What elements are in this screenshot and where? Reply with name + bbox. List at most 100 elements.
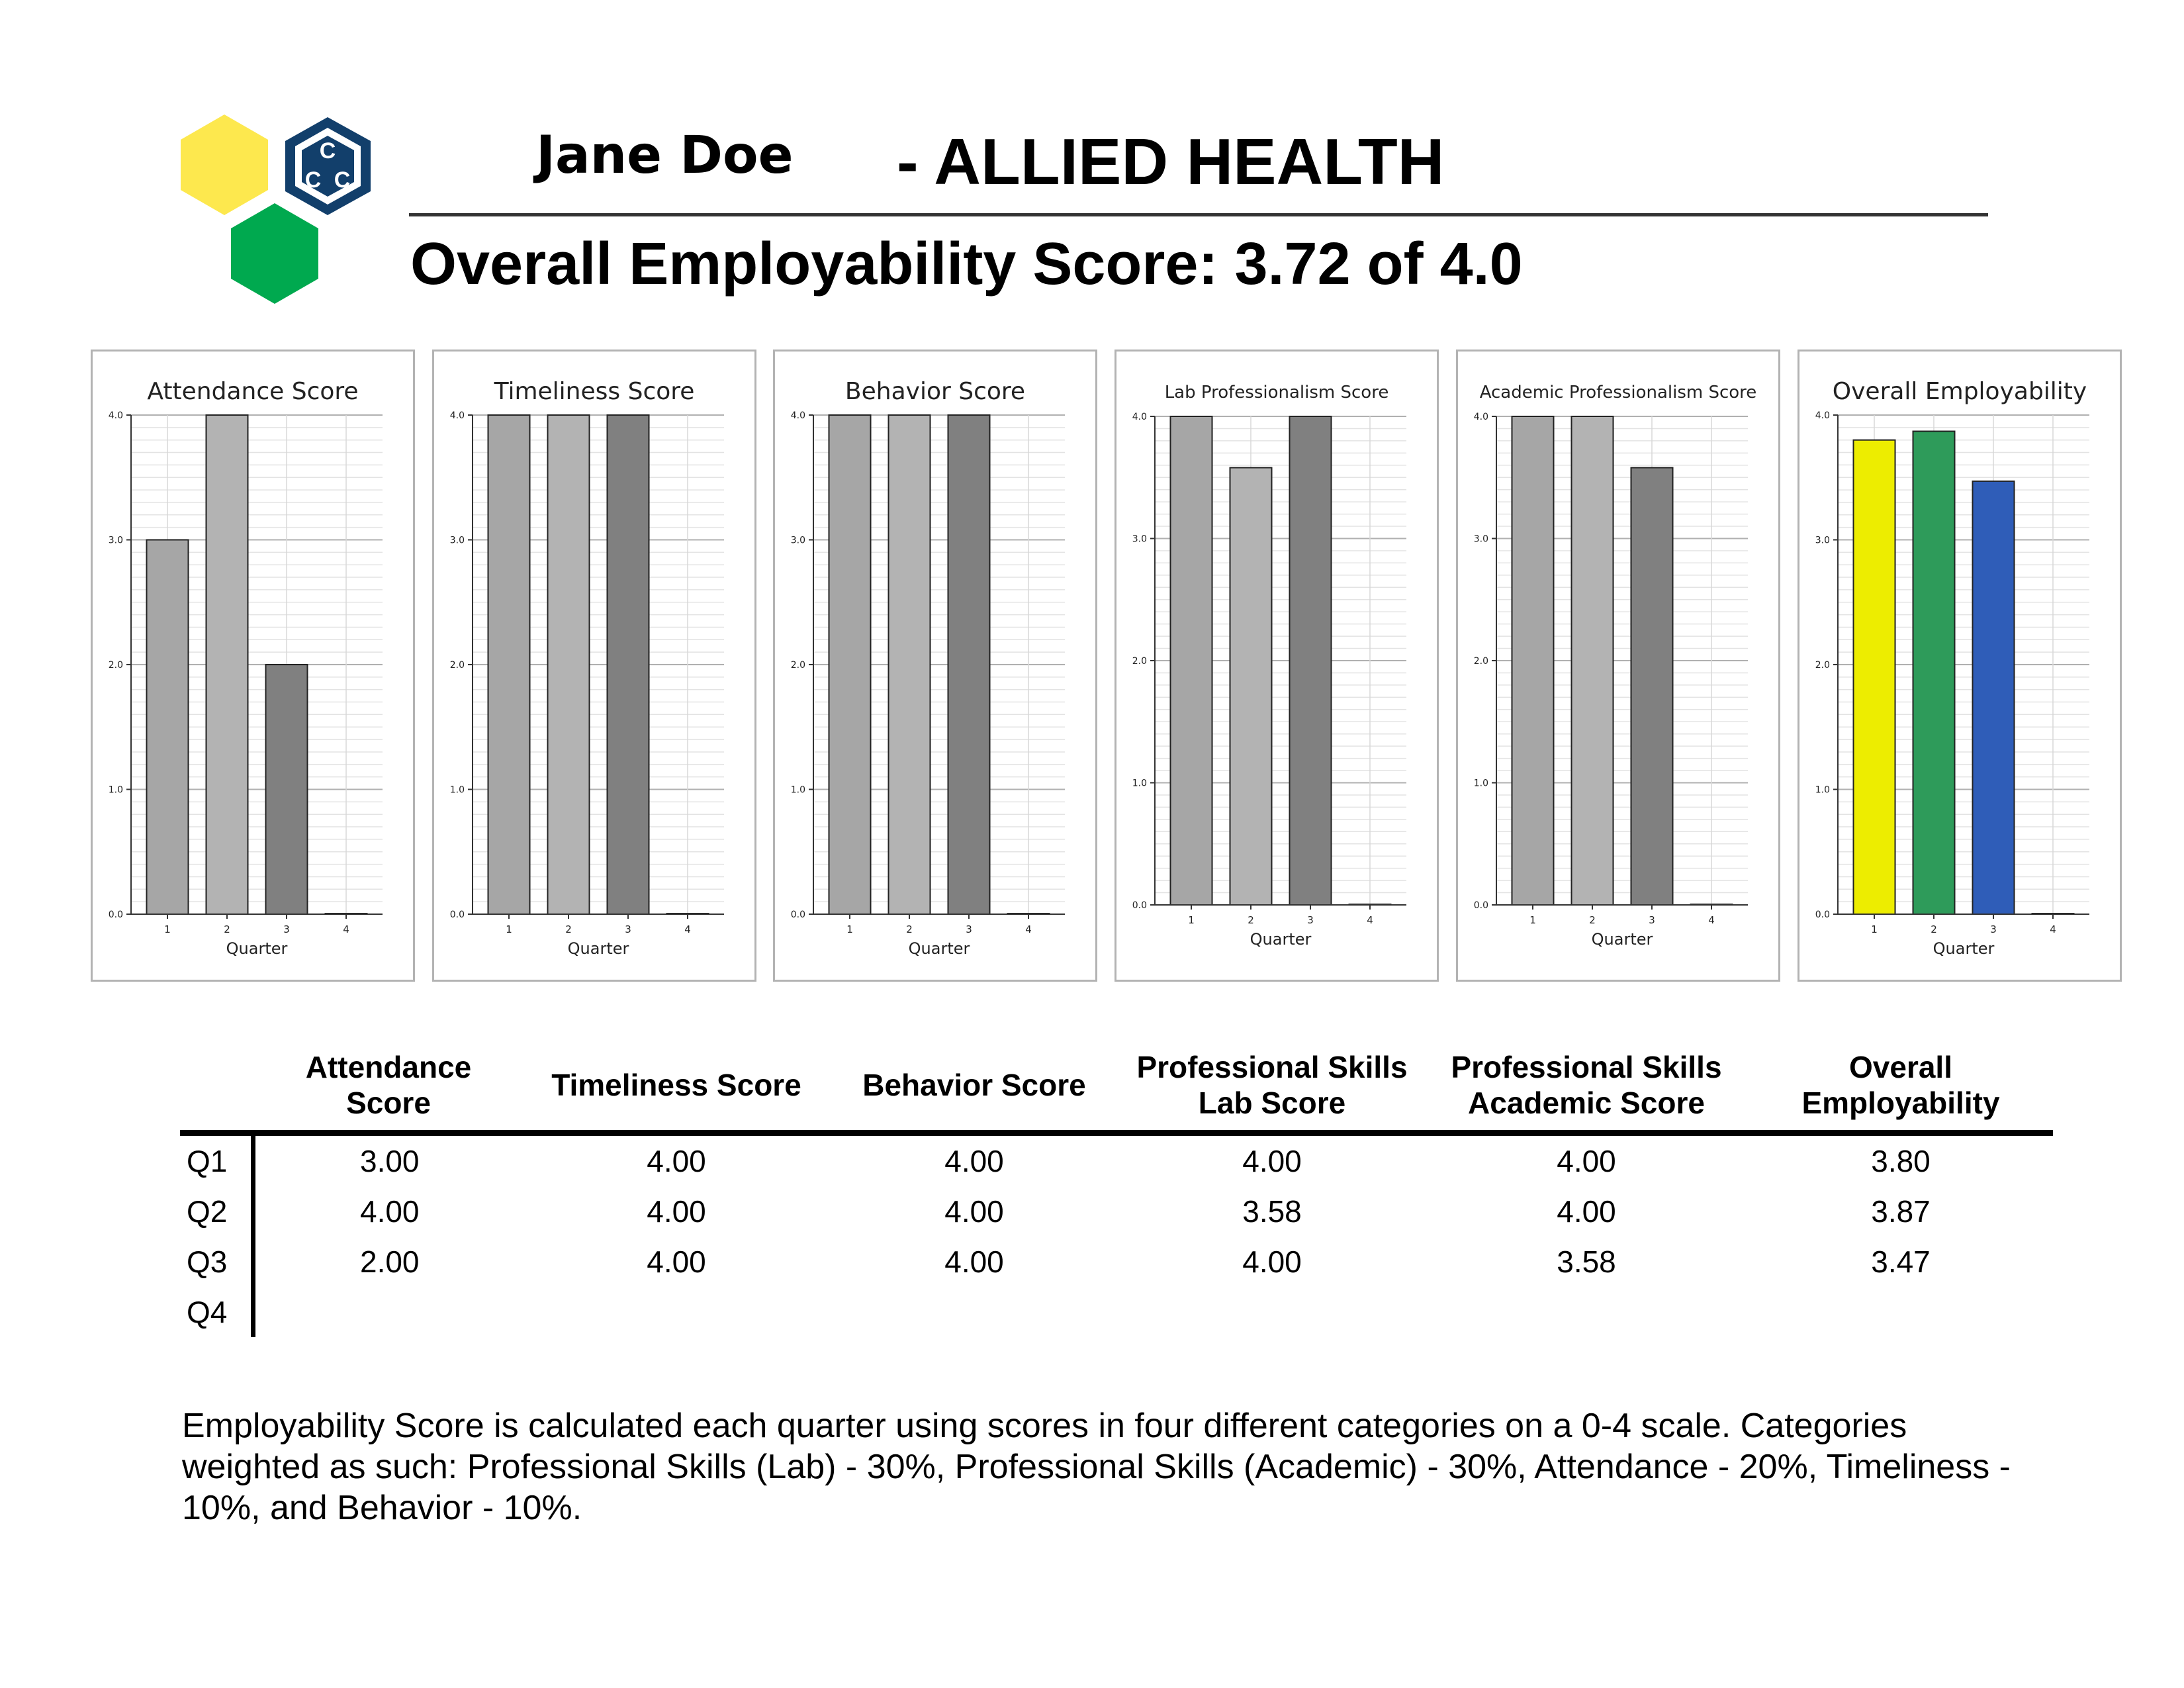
x-tick-label: 1 [506,923,512,935]
table-cell: 4.00 [1242,1244,1302,1279]
table-cell: 4.00 [944,1194,1004,1229]
chart-title: Academic Professionalism Score [1480,383,1757,402]
table-cell: 3.00 [359,1144,420,1178]
x-tick-label: 2 [1589,914,1596,926]
bar-chart: Overall Employability 1 2 3 4 0.0 1.0 2.0 3.0 4.0… [1815,378,2089,958]
x-tick-label: 1 [1529,914,1536,926]
y-tick-label: 2.0 [1474,656,1488,667]
table-header-overall: Overall Employability [1749,1049,2053,1136]
table-cell: 4.00 [647,1244,706,1279]
y-tick-label: 2.0 [450,660,465,671]
svg-text:C: C [320,138,336,164]
table-header-lab: Professional Skills Lab Score [1120,1049,1424,1136]
y-tick-label: 0.0 [1474,900,1488,911]
y-tick-label: 4.0 [1132,412,1147,422]
table-row: Q2 4.00 4.00 4.00 3.58 4.00 3.87 [180,1186,2053,1237]
table-cell [253,1287,524,1337]
table-cell: 4.00 [647,1194,706,1229]
bar [947,414,991,915]
ccc-hexagon-logo-icon: C C C [181,115,371,304]
table-cell: 3.58 [1557,1244,1616,1279]
y-tick-label: 3.0 [109,536,123,546]
x-tick-label: 4 [1367,914,1373,926]
x-tick-label: 2 [906,923,913,935]
table-cell [1120,1287,1424,1337]
bar [1570,416,1614,906]
program-title: - ALLIED HEALTH [897,125,1445,198]
bar [1852,439,1896,915]
chart-panel: Overall Employability 1 2 3 4 0.0 1.0 2.0 3.0 4.0… [1797,350,2122,982]
y-tick-label: 0.0 [1815,910,1830,920]
table-cell [1424,1287,1749,1337]
quarter-label: Q4 [180,1287,255,1337]
y-tick-label: 2.0 [1815,660,1830,671]
bar [146,539,189,915]
student-name: Jane Doe [536,126,794,185]
bar-chart: Academic Professionalism Score 1 2 3 4 0.0 1.0… [1474,383,1757,949]
bar [606,414,650,915]
table-cell: 4.00 [1557,1194,1616,1229]
svg-text:C: C [334,167,351,193]
y-tick-label: 2.0 [109,660,123,671]
y-tick-label: 4.0 [1815,410,1830,421]
quarter-label: Q2 [180,1186,255,1237]
overall-score-title: Overall Employability Score: 3.72 of 4.0 [410,231,1523,297]
bar [1169,416,1213,906]
y-tick-label: 1.0 [450,785,465,796]
chart-title: Attendance Score [147,378,358,405]
table-cell: 4.00 [359,1194,420,1229]
chart-panel: Attendance Score 1 2 3 4 0.0 1.0 2.0 3.0 4.0 Quart… [91,350,415,982]
x-axis-label: Quarter [1250,930,1312,949]
title-divider [409,213,1988,216]
bar-chart: Behavior Score 1 2 3 4 0.0 1.0 2.0 3.0 4.0 Quarter [791,378,1065,958]
chart-panel: Lab Professionalism Score 1 2 3 4 0.0 1.0 2.0 3.… [1115,350,1439,982]
x-tick-label: 2 [224,923,230,935]
chart-panel: Behavior Score 1 2 3 4 0.0 1.0 2.0 3.0 4.0 Quarter [773,350,1097,982]
x-tick-label: 2 [1248,914,1254,926]
table-cell: 4.00 [1242,1144,1302,1178]
x-tick-label: 4 [2050,923,2056,935]
y-tick-label: 1.0 [791,785,805,796]
bar-chart: Timeliness Score 1 2 3 4 0.0 1.0 2.0 3.0 4.0 Quart… [450,378,724,958]
bar-chart: Lab Professionalism Score 1 2 3 4 0.0 1.0 2.0 3.… [1132,383,1406,949]
x-tick-label: 3 [966,923,972,935]
x-tick-label: 4 [1025,923,1032,935]
x-tick-label: 4 [684,923,691,935]
table-cell [829,1287,1120,1337]
table-cell: 3.87 [1871,1194,1931,1229]
table-header-behavior: Behavior Score [829,1049,1120,1136]
x-tick-label: 4 [1708,914,1715,926]
chart-title: Lab Professionalism Score [1165,383,1389,402]
x-tick-label: 3 [1990,923,1997,935]
y-tick-label: 0.0 [109,910,123,920]
x-tick-label: 3 [1307,914,1314,926]
x-tick-label: 3 [1649,914,1655,926]
table-cell: 2.00 [359,1244,420,1279]
table-header-academic: Professional Skills Academic Score [1424,1049,1749,1136]
table-cell: 4.00 [944,1244,1004,1279]
y-tick-label: 3.0 [450,536,465,546]
table-row: Q3 2.00 4.00 4.00 4.00 3.58 3.47 [180,1237,2053,1287]
y-tick-label: 3.0 [1132,534,1147,545]
y-tick-label: 0.0 [1132,900,1147,911]
x-tick-label: 1 [1188,914,1195,926]
x-axis-label: Quarter [226,939,288,958]
y-tick-label: 1.0 [1815,785,1830,796]
chart-panel: Academic Professionalism Score 1 2 3 4 0.0 1.0… [1456,350,1780,982]
bar [205,414,249,915]
table-row: Q1 3.00 4.00 4.00 4.00 4.00 3.80 [180,1133,2053,1186]
bar-chart: Attendance Score 1 2 3 4 0.0 1.0 2.0 3.0 4.0 Quart… [109,378,383,958]
y-tick-label: 4.0 [109,410,123,421]
score-table: Attendance Score Timeliness Score Behavi… [180,1049,2053,1337]
table-header-timeliness: Timeliness Score [524,1049,829,1136]
bar [828,414,872,915]
bar [1289,416,1332,906]
x-tick-label: 3 [625,923,631,935]
y-tick-label: 4.0 [791,410,805,421]
x-tick-label: 3 [283,923,290,935]
x-tick-label: 2 [1931,923,1937,935]
table-cell: 4.00 [1557,1144,1616,1178]
y-tick-label: 2.0 [1132,656,1147,667]
bar [1511,416,1555,906]
chart-title: Behavior Score [845,378,1025,405]
